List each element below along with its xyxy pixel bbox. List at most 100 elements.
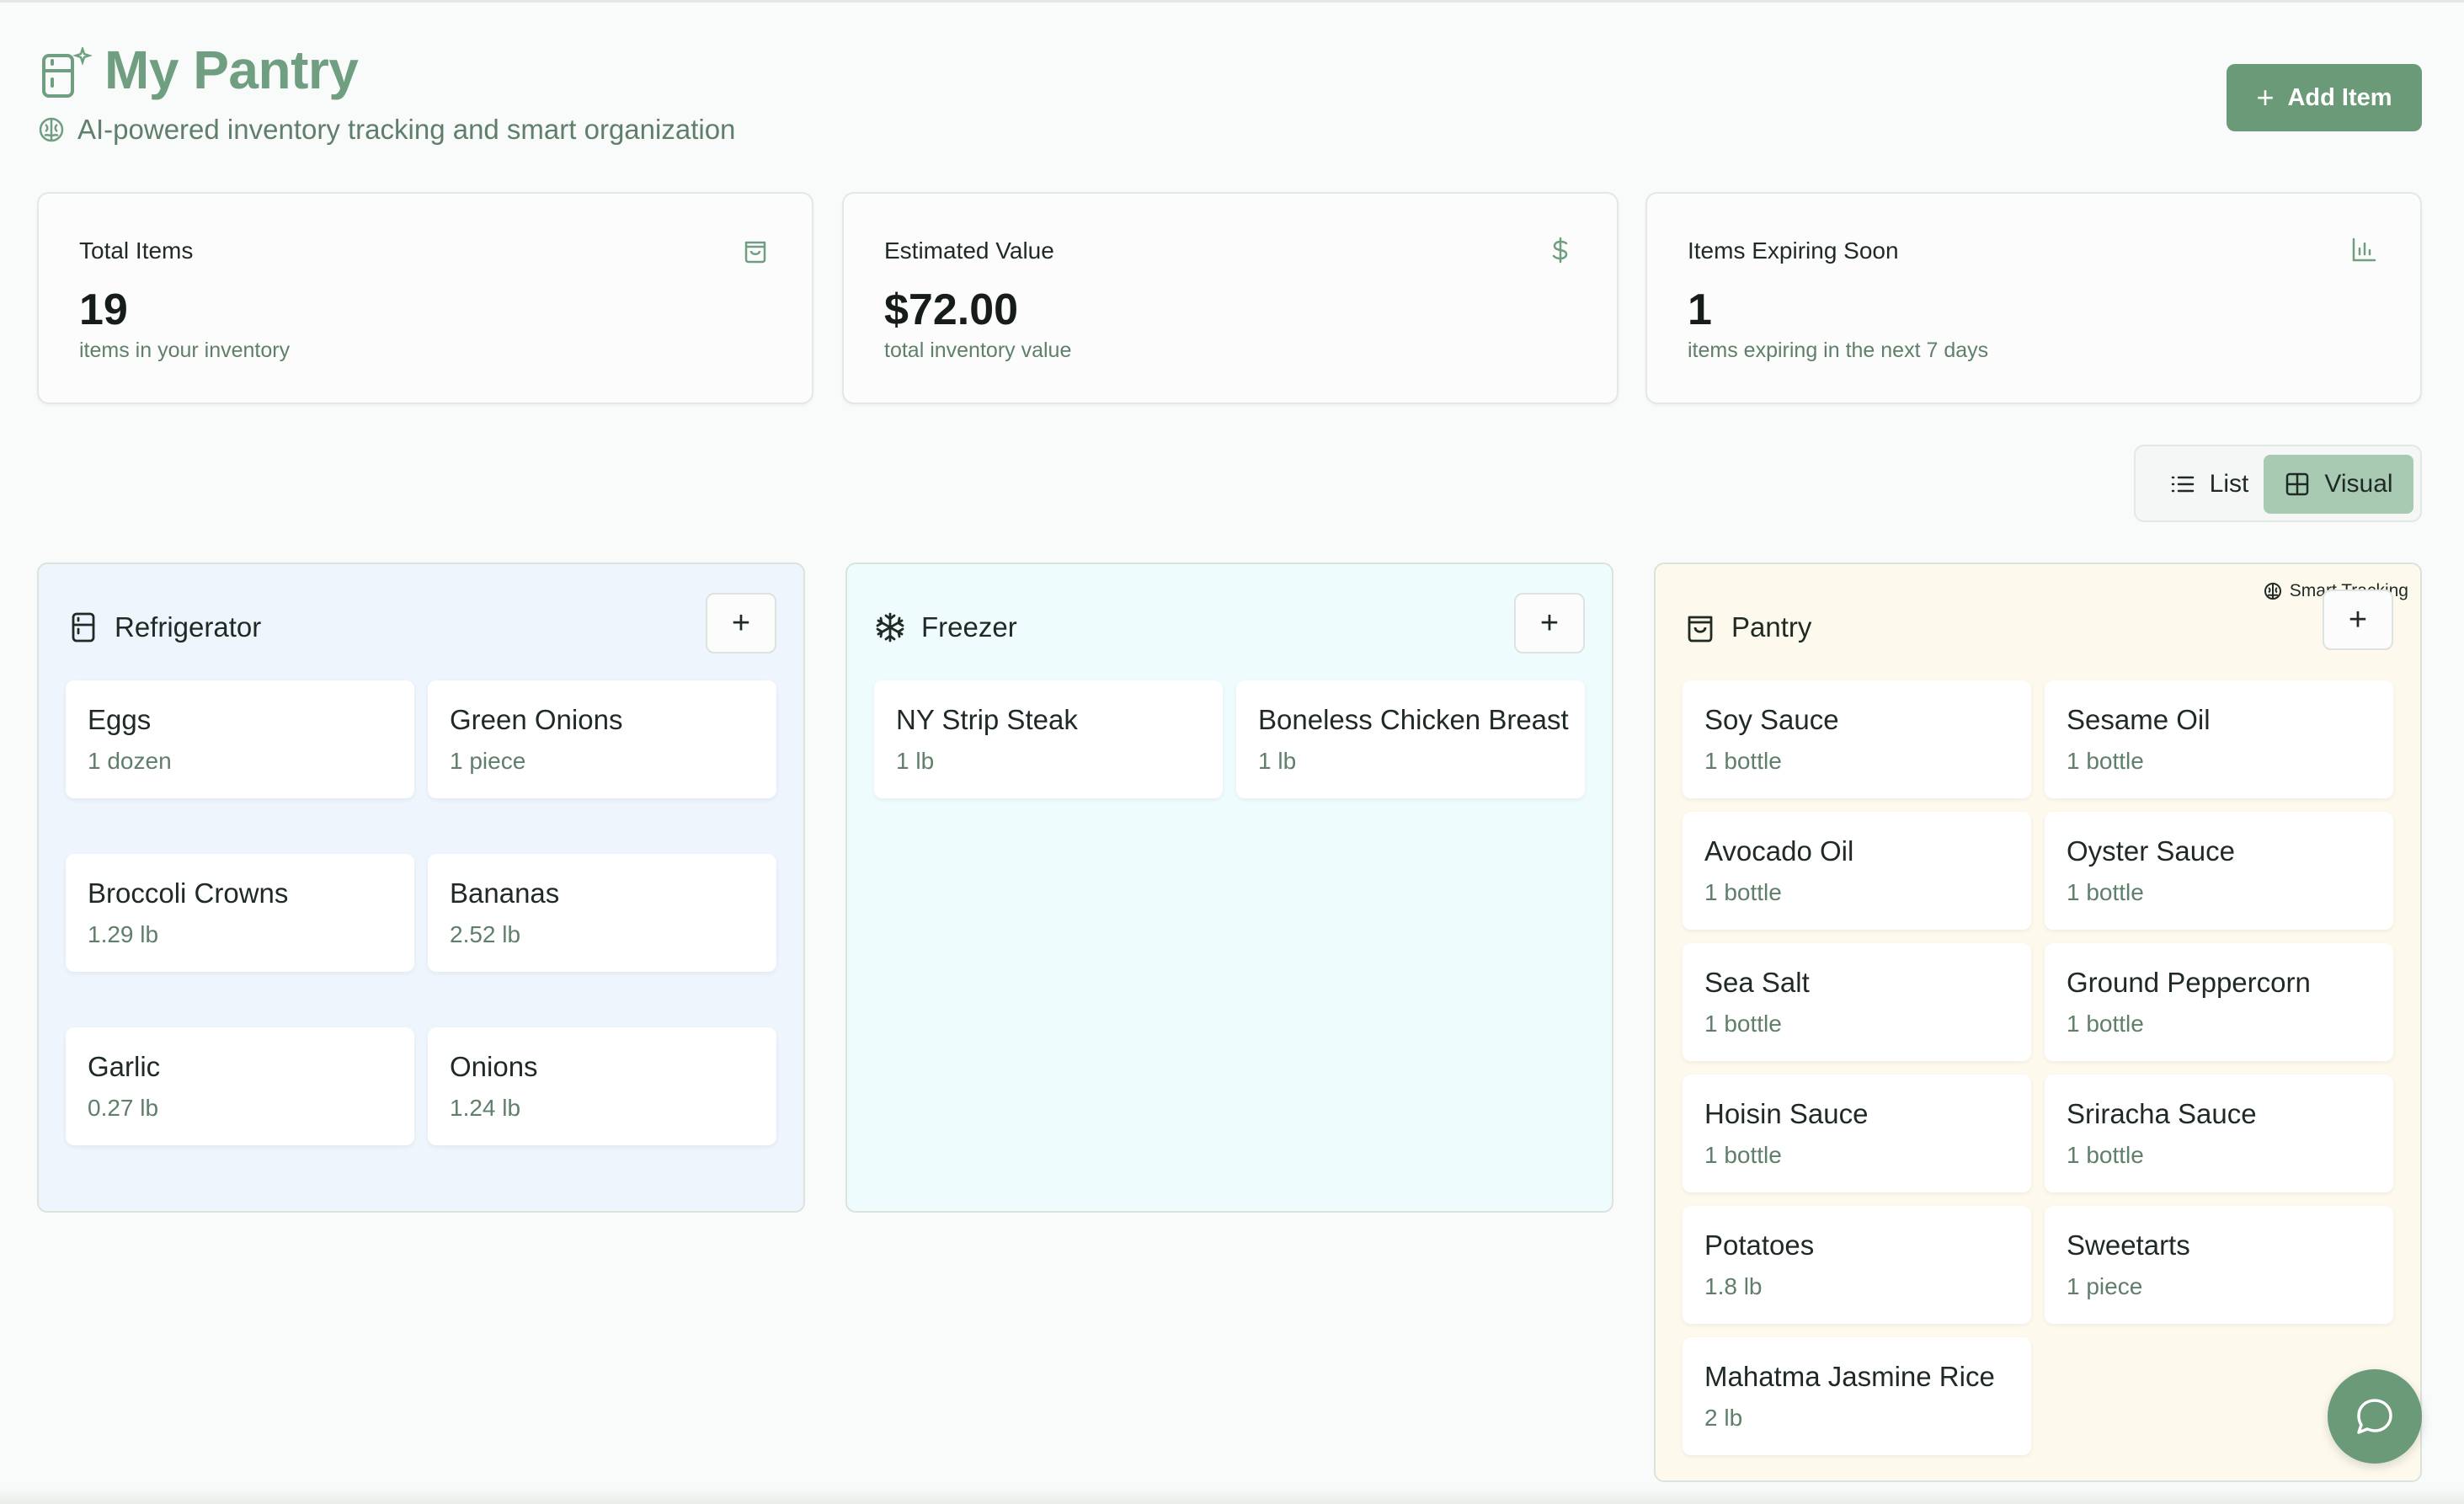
item-name: Boneless Chicken Breast	[1258, 704, 1569, 735]
item-qty: 1 piece	[2067, 1273, 2143, 1299]
brain-icon	[2264, 583, 2281, 600]
item-qty: 1 bottle	[2067, 748, 2144, 774]
item-card[interactable]: Sriracha Sauce 1 bottle	[2045, 1075, 2393, 1192]
item-card[interactable]: Sesame Oil 1 bottle	[2045, 680, 2393, 798]
stat-value: 19	[79, 285, 128, 334]
item-grid: Eggs 1 dozen Green Onions 1 piece Broccoli…	[66, 680, 776, 1145]
item-qty: 1 bottle	[2067, 1142, 2144, 1168]
item-card[interactable]: Boneless Chicken Breast 1 lb	[1236, 680, 1585, 798]
item-card[interactable]: Avocado Oil 1 bottle	[1683, 812, 2031, 930]
item-name: Garlic	[88, 1051, 161, 1082]
item-qty: 1 bottle	[1704, 879, 1782, 905]
stat-label: Total Items	[79, 237, 194, 264]
item-card[interactable]: Ground Peppercorn 1 bottle	[2045, 943, 2393, 1061]
item-card[interactable]: Green Onions 1 piece	[428, 680, 776, 798]
list-label: List	[2209, 470, 2249, 498]
item-card[interactable]: Soy Sauce 1 bottle	[1683, 680, 2031, 798]
item-card[interactable]: Hoisin Sauce 1 bottle	[1683, 1075, 2031, 1192]
item-card[interactable]: Eggs 1 dozen	[66, 680, 414, 798]
add-pantry-item-button[interactable]: +	[2323, 589, 2393, 650]
panel-header: Refrigerator	[67, 606, 261, 648]
item-card[interactable]: Bananas 2.52 lb	[428, 854, 776, 972]
item-name: Onions	[450, 1051, 538, 1082]
item-name: Avocado Oil	[1704, 835, 1854, 867]
item-qty: 1 bottle	[2067, 879, 2144, 905]
chat-button[interactable]	[2328, 1369, 2422, 1464]
chat-bubble-icon	[2357, 1399, 2392, 1434]
panel-header: Freezer	[874, 606, 1017, 648]
stat-desc: items expiring in the next 7 days	[1688, 339, 1989, 362]
item-qty: 1.24 lb	[450, 1095, 521, 1121]
fridge-icon	[72, 612, 95, 643]
freezer-panel: Freezer + NY Strip Steak 1 lb Boneless Ch…	[845, 563, 1613, 1213]
item-name: Bananas	[450, 877, 560, 909]
shopping-bag-icon	[744, 241, 766, 264]
item-qty: 1 lb	[1258, 748, 1297, 774]
stat-value: 1	[1688, 285, 1712, 334]
stat-desc: items in your inventory	[79, 339, 291, 362]
list-icon	[2171, 476, 2194, 493]
item-card[interactable]: Oyster Sauce 1 bottle	[2045, 812, 2393, 930]
item-name: Mahatma Jasmine Rice	[1704, 1361, 1995, 1392]
item-qty: 1 bottle	[1704, 1011, 1782, 1037]
item-name: Oyster Sauce	[2067, 835, 2235, 867]
item-name: Green Onions	[450, 704, 623, 735]
panel-header: Pantry	[1684, 606, 1811, 648]
item-name: Sweetarts	[2067, 1229, 2190, 1261]
item-name: Sesame Oil	[2067, 704, 2211, 735]
add-item-label: Add Item	[2287, 83, 2392, 111]
stat-card-estimated-value: Estimated Value $72.00 total inventory v…	[842, 192, 1619, 404]
visual-label: Visual	[2324, 470, 2393, 498]
item-card[interactable]: Potatoes 1.8 lb	[1683, 1206, 2031, 1324]
subtitle-row: AI-powered inventory tracking and smart …	[37, 113, 735, 147]
item-qty: 1 bottle	[1704, 1142, 1782, 1168]
bar-chart-icon	[2352, 237, 2376, 262]
item-qty: 1.8 lb	[1704, 1273, 1763, 1299]
stat-card-total-items: Total Items 19 items in your inventory	[37, 192, 813, 404]
visual-view-button[interactable]: Visual	[2264, 455, 2413, 514]
item-card[interactable]: Onions 1.24 lb	[428, 1027, 776, 1145]
item-name: Sriracha Sauce	[2067, 1098, 2257, 1129]
stat-label: Estimated Value	[884, 237, 1054, 264]
item-qty: 1 piece	[450, 748, 526, 774]
item-card[interactable]: Sea Salt 1 bottle	[1683, 943, 2031, 1061]
item-card[interactable]: Garlic 0.27 lb	[66, 1027, 414, 1145]
shopping-bag-icon	[1688, 616, 1713, 643]
dollar-icon	[1552, 237, 1568, 264]
item-qty: 2.52 lb	[450, 921, 521, 947]
bottom-edge	[0, 1487, 2464, 1504]
brain-icon	[39, 117, 64, 142]
item-name: Sea Salt	[1704, 967, 1810, 998]
item-qty: 1 bottle	[2067, 1011, 2144, 1037]
item-card[interactable]: Mahatma Jasmine Rice 2 lb	[1683, 1337, 2031, 1455]
item-card[interactable]: Broccoli Crowns 1.29 lb	[66, 854, 414, 972]
item-card[interactable]: Sweetarts 1 piece	[2045, 1206, 2393, 1324]
list-view-button[interactable]: List	[2146, 455, 2272, 514]
panel-title: Pantry	[1731, 611, 1812, 643]
stat-card-expiring-soon: Items Expiring Soon 1 items expiring in …	[1645, 192, 2422, 404]
item-name: NY Strip Steak	[896, 704, 1078, 735]
stat-value: $72.00	[884, 285, 1019, 334]
plus-icon: +	[2256, 80, 2275, 115]
add-refrigerator-item-button[interactable]: +	[706, 593, 776, 653]
snowflake-icon	[876, 612, 904, 643]
add-freezer-item-button[interactable]: +	[1514, 593, 1585, 653]
item-qty: 1 lb	[896, 748, 935, 774]
grid-icon	[2286, 472, 2309, 496]
page-title: My Pantry	[104, 40, 359, 100]
refrigerator-panel: Refrigerator + Eggs 1 dozen Green Onions 1…	[37, 563, 805, 1213]
view-toggle: List Visual	[2134, 445, 2422, 522]
item-card[interactable]: NY Strip Steak 1 lb	[874, 680, 1223, 798]
panel-title: Refrigerator	[115, 611, 262, 643]
item-qty: 1 bottle	[1704, 748, 1782, 774]
item-name: Broccoli Crowns	[88, 877, 289, 909]
add-item-button[interactable]: + Add Item	[2227, 64, 2422, 131]
item-name: Potatoes	[1704, 1229, 1815, 1261]
item-grid: NY Strip Steak 1 lb Boneless Chicken Brea…	[874, 680, 1585, 798]
panel-title: Freezer	[921, 611, 1017, 643]
stat-label: Items Expiring Soon	[1688, 237, 1899, 264]
item-qty: 2 lb	[1704, 1405, 1743, 1431]
item-grid: Soy Sauce 1 bottle Sesame Oil 1 bottle Avo…	[1683, 680, 2393, 1455]
fridge-sparkle-icon	[42, 47, 93, 98]
